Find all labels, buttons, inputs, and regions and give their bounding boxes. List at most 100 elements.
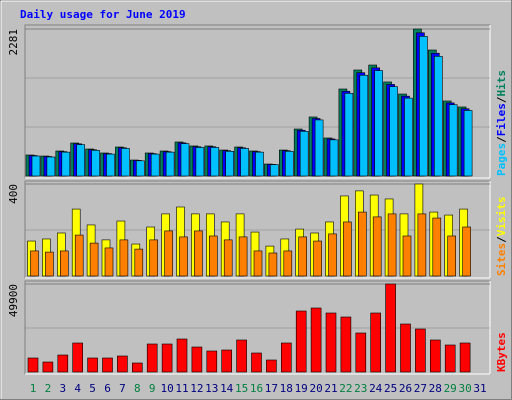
- bar: [117, 355, 128, 373]
- x-tick-label: 31: [473, 382, 486, 395]
- x-tick-label: 18: [280, 382, 293, 395]
- x-tick-label: 8: [134, 382, 141, 395]
- legend-separator: /: [495, 236, 508, 243]
- bar: [119, 239, 129, 277]
- bar: [132, 362, 143, 373]
- bar: [344, 93, 354, 177]
- bar: [343, 221, 352, 277]
- bar: [164, 230, 173, 277]
- bar: [385, 283, 396, 373]
- bar: [59, 250, 69, 277]
- bar: [149, 239, 158, 277]
- x-tick-label: 25: [384, 382, 397, 395]
- bar: [402, 235, 412, 277]
- x-tick-label: 12: [190, 382, 203, 395]
- bar: [225, 151, 234, 177]
- bar: [161, 343, 173, 373]
- x-tick-label: 29: [444, 382, 457, 395]
- bar: [195, 147, 205, 177]
- x-tick-label: 2: [45, 382, 52, 395]
- bar: [310, 307, 322, 373]
- bar: [355, 332, 367, 373]
- x-tick-label: 21: [324, 382, 337, 395]
- x-tick-label: 14: [220, 382, 234, 395]
- x-tick-label: 7: [119, 382, 126, 395]
- bar: [444, 344, 456, 373]
- bar: [46, 156, 56, 177]
- bar: [314, 119, 324, 177]
- x-tick-label: 13: [205, 382, 218, 395]
- bar: [74, 234, 84, 277]
- bar: [42, 361, 54, 373]
- bar: [31, 155, 41, 177]
- bar: [417, 213, 427, 277]
- bar: [419, 36, 428, 177]
- x-tick-label: 30: [458, 382, 471, 395]
- y-tick-label: 400: [7, 184, 20, 204]
- bar: [432, 217, 442, 277]
- bar: [72, 342, 83, 373]
- x-tick-label: 17: [265, 382, 278, 395]
- bar: [374, 70, 384, 177]
- legend-entry: Hits: [495, 70, 508, 97]
- legend: Pages/Files/Hits: [495, 70, 508, 176]
- bar: [448, 104, 458, 177]
- bar: [238, 236, 248, 277]
- bar: [357, 211, 367, 277]
- x-tick-label: 19: [295, 382, 308, 395]
- bar: [87, 357, 98, 373]
- bar: [76, 144, 85, 177]
- bar: [329, 139, 339, 177]
- x-tick-label: 4: [74, 382, 81, 395]
- bar: [209, 235, 218, 277]
- chart-title: Daily usage for June 2019: [20, 8, 186, 21]
- bar: [283, 250, 293, 277]
- bar: [266, 359, 277, 373]
- legend-separator: /: [495, 96, 508, 103]
- bar: [106, 153, 115, 177]
- bar: [30, 250, 39, 277]
- bar: [176, 338, 188, 373]
- legend-entry: Visits: [495, 197, 508, 237]
- x-tick-label: 9: [149, 382, 156, 395]
- x-tick-label: 27: [414, 382, 427, 395]
- bar: [104, 247, 114, 277]
- legend-entry: KBytes: [495, 332, 508, 372]
- bar: [136, 160, 145, 177]
- bar: [463, 110, 473, 177]
- bar: [150, 153, 160, 177]
- bar: [102, 357, 113, 373]
- bar: [165, 151, 175, 177]
- bar: [206, 350, 218, 373]
- y-tick-label: 49900: [7, 284, 20, 317]
- x-tick-label: 1: [30, 382, 37, 395]
- bar: [299, 131, 309, 177]
- x-tick-label: 15: [235, 382, 248, 395]
- bar: [328, 233, 337, 277]
- x-tick-label: 23: [354, 382, 367, 395]
- bar: [387, 213, 397, 277]
- bar: [210, 147, 220, 177]
- bar: [27, 357, 39, 373]
- y-tick-label: 2281: [7, 29, 20, 56]
- bar: [179, 236, 188, 277]
- bar: [134, 248, 144, 277]
- bar: [340, 316, 352, 373]
- legend-entry: Sites: [495, 243, 508, 276]
- x-tick-label: 3: [59, 382, 66, 395]
- bar: [295, 310, 307, 373]
- x-tick-label: 5: [89, 382, 96, 395]
- bar: [372, 216, 382, 277]
- bar: [298, 236, 308, 277]
- legend: Sites/Visits: [495, 197, 508, 277]
- x-tick-label: 6: [104, 382, 111, 395]
- bar: [359, 74, 369, 177]
- x-tick-label: 26: [399, 382, 412, 395]
- bar: [433, 56, 443, 177]
- bar: [389, 86, 398, 177]
- bar: [180, 143, 190, 177]
- bar: [240, 148, 249, 177]
- x-tick-label: 28: [429, 382, 442, 395]
- legend-separator: /: [495, 136, 508, 143]
